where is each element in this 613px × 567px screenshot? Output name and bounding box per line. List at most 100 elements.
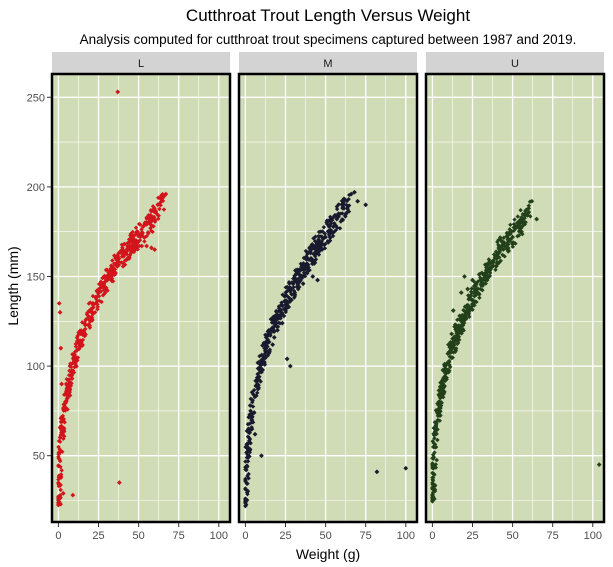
data-point <box>60 490 66 496</box>
data-point <box>70 370 76 375</box>
data-point <box>440 378 445 383</box>
data-point <box>322 231 328 236</box>
data-point <box>113 254 119 260</box>
data-point <box>57 435 63 441</box>
data-point <box>464 309 470 314</box>
data-point <box>316 243 322 249</box>
data-point <box>72 349 78 354</box>
data-point <box>305 271 310 276</box>
data-point <box>246 453 251 459</box>
data-point <box>61 426 67 431</box>
data-point <box>430 475 435 480</box>
data-point <box>73 341 78 347</box>
panel-background <box>239 74 417 522</box>
x-axis-M: 0 25 50 75 100 <box>242 523 415 542</box>
data-point <box>467 314 472 319</box>
data-point <box>455 341 460 347</box>
data-point <box>515 234 520 239</box>
data-point <box>90 301 96 307</box>
data-point <box>329 218 335 223</box>
data-point <box>508 231 513 237</box>
gridlines <box>239 74 417 522</box>
data-point <box>254 393 259 399</box>
data-point <box>449 331 455 337</box>
data-point <box>438 394 443 400</box>
data-point <box>244 481 249 486</box>
data-point <box>257 374 262 379</box>
data-point <box>72 364 77 370</box>
data-point <box>70 360 76 366</box>
data-point <box>246 476 251 481</box>
data-point <box>56 451 61 457</box>
data-point <box>462 317 468 322</box>
data-point <box>301 270 307 276</box>
data-point <box>108 263 114 269</box>
data-point <box>432 436 437 441</box>
data-point <box>144 243 150 249</box>
x-tick-label: 75 <box>173 530 185 542</box>
data-point <box>149 218 154 224</box>
data-point <box>513 241 518 246</box>
data-point <box>250 399 255 405</box>
data-point <box>270 342 276 347</box>
data-point <box>301 255 307 261</box>
data-point <box>58 419 64 425</box>
data-point <box>315 277 320 283</box>
data-point <box>251 387 257 393</box>
facet-M: M <box>237 52 419 524</box>
data-point <box>90 318 95 323</box>
x-tick-label: 100 <box>210 530 228 542</box>
data-point <box>120 247 125 253</box>
data-point <box>462 274 467 279</box>
data-point <box>490 260 496 265</box>
data-point <box>245 459 251 464</box>
data-point <box>430 438 435 444</box>
data-point <box>70 492 76 498</box>
data-point <box>57 439 63 444</box>
data-point <box>263 354 269 360</box>
data-point <box>339 202 344 207</box>
data-point <box>521 219 526 224</box>
data-point <box>505 237 510 242</box>
data-point <box>430 471 436 477</box>
data-point <box>64 405 69 411</box>
data-point <box>478 286 483 292</box>
data-point <box>456 324 461 329</box>
data-point <box>279 320 285 326</box>
data-point <box>441 391 447 397</box>
data-point <box>66 388 71 393</box>
data-point <box>481 271 486 277</box>
data-point <box>508 236 514 242</box>
data-point <box>70 352 75 357</box>
data-point <box>75 347 81 352</box>
data-point <box>257 377 262 383</box>
data-point <box>433 424 439 430</box>
data-point <box>283 292 289 298</box>
data-point <box>157 206 162 212</box>
data-point <box>524 207 529 213</box>
data-point <box>352 189 357 195</box>
data-point <box>59 468 64 473</box>
data-point <box>131 245 136 251</box>
data-point <box>88 300 93 305</box>
data-point <box>508 222 513 228</box>
data-point <box>431 444 437 450</box>
x-tick-label: 100 <box>397 530 415 542</box>
data-point <box>519 225 524 231</box>
data-point <box>60 431 65 437</box>
data-point <box>292 295 297 300</box>
data-point <box>348 191 354 197</box>
panel-border <box>237 72 419 524</box>
data-point <box>331 223 337 229</box>
data-point <box>334 206 340 212</box>
data-point <box>280 292 285 297</box>
x-tick-label: 0 <box>55 530 61 542</box>
data-point <box>259 453 264 459</box>
x-axis-label: Weight (g) <box>296 546 360 562</box>
data-point <box>466 296 472 301</box>
y-tick-label: 200 <box>27 182 45 194</box>
data-point <box>152 214 157 220</box>
data-point <box>502 243 507 249</box>
data-point <box>431 455 437 460</box>
data-point <box>123 250 129 256</box>
